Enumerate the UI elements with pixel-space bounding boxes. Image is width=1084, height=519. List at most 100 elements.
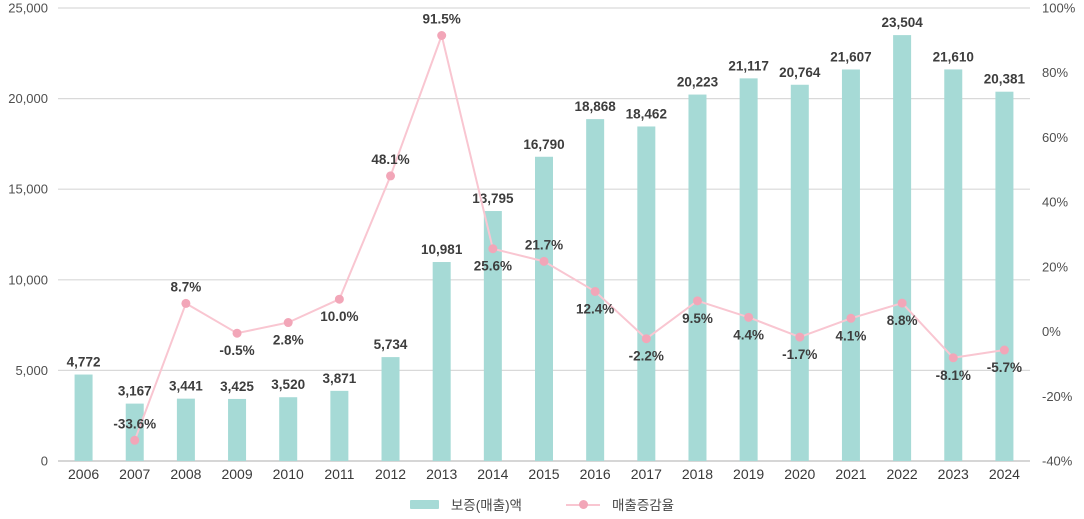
line-point-dot <box>283 318 293 328</box>
x-axis-year-label: 2010 <box>273 466 304 482</box>
line-point-percent-label: -5.7% <box>987 360 1022 375</box>
line-point-dot <box>437 31 447 41</box>
bar-value-label: 21,607 <box>830 49 871 64</box>
x-axis-year-label: 2019 <box>733 466 764 482</box>
x-axis-year-label: 2020 <box>784 466 815 482</box>
bar <box>739 78 758 462</box>
bar-value-label: 21,610 <box>933 49 974 64</box>
x-axis-year-label: 2021 <box>835 466 866 482</box>
line-point-dot <box>488 244 498 254</box>
bar-value-label: 18,868 <box>575 99 617 114</box>
bar-value-label: 20,764 <box>779 65 821 80</box>
bar <box>125 403 144 461</box>
bar <box>176 398 195 461</box>
x-axis-year-label: 2023 <box>938 466 969 482</box>
bar-value-label: 4,772 <box>67 355 101 370</box>
bar-value-label: 13,795 <box>472 191 514 206</box>
line-point-dot <box>948 353 958 363</box>
line-point-percent-label: -8.1% <box>936 368 971 383</box>
right-axis-tick-label: -40% <box>1042 454 1073 469</box>
bar <box>330 390 349 461</box>
bar-value-label: 10,981 <box>421 242 463 257</box>
bar-value-label: 3,167 <box>118 384 152 399</box>
line-point-percent-label: 12.4% <box>576 301 614 316</box>
right-axis-tick-label: 40% <box>1042 195 1068 210</box>
line-point-percent-label: -0.5% <box>219 343 254 358</box>
legend-item-line-series: 매출증감율 <box>565 494 674 514</box>
line-point-dot <box>744 312 754 322</box>
right-axis-tick-label: -20% <box>1042 389 1073 404</box>
left-axis-tick-label: 25,000 <box>8 1 48 16</box>
bar-series-swatch-icon <box>409 499 439 509</box>
bar-value-label: 3,520 <box>271 377 305 392</box>
x-axis-year-label: 2008 <box>170 466 201 482</box>
line-point-percent-label: -1.7% <box>782 347 817 362</box>
line-series-marker-icon <box>565 499 600 509</box>
bar <box>841 69 860 461</box>
bar <box>74 374 93 461</box>
x-axis-year-label: 2016 <box>580 466 611 482</box>
bar <box>688 94 707 462</box>
x-axis-year-label: 2024 <box>989 466 1020 482</box>
left-axis-tick-label: 15,000 <box>8 182 48 197</box>
x-axis-year-label: 2007 <box>119 466 150 482</box>
line-point-percent-label: 9.5% <box>682 311 713 326</box>
combo-chart: 0 5,000 10,000 15,000 20,000 25,000 -40% -20% 0%… <box>8 1 1076 483</box>
legend-item-bar-series: 보증(매출)액 <box>409 494 522 514</box>
right-axis-tick-label: 100% <box>1042 1 1076 16</box>
x-axis-year-label: 2012 <box>375 466 406 482</box>
bar <box>790 84 809 461</box>
bar <box>483 211 502 461</box>
bar <box>228 398 247 461</box>
bar-value-label: 21,117 <box>728 58 769 73</box>
bar-value-label: 3,425 <box>220 379 254 394</box>
line-point-dot <box>692 296 702 306</box>
bar-value-label: 3,871 <box>322 371 356 386</box>
bar-value-label: 20,381 <box>984 72 1026 87</box>
bar <box>995 91 1014 461</box>
left-axis-tick-label: 10,000 <box>8 272 48 287</box>
line-point-percent-label: 4.1% <box>836 328 867 343</box>
line-point-percent-label: 2.8% <box>273 333 304 348</box>
line-point-dot <box>999 345 1009 355</box>
line-point-percent-label: 21.7% <box>525 237 563 252</box>
x-axis-year-label: 2018 <box>682 466 713 482</box>
bar <box>944 69 963 461</box>
chart-legend: 보증(매출)액 매출증감율 <box>0 494 1084 514</box>
bar <box>432 262 451 461</box>
bar <box>279 397 298 461</box>
left-axis-tick-label: 0 <box>41 454 48 469</box>
bar-series-label: 보증(매출)액 <box>450 498 522 513</box>
x-axis-year-label: 2015 <box>528 466 559 482</box>
x-axis-year-label: 2006 <box>68 466 99 482</box>
left-axis-tick-label: 5,000 <box>15 363 48 378</box>
bar-value-label: 16,790 <box>523 137 564 152</box>
bar <box>893 35 912 462</box>
bar-value-label: 20,223 <box>677 75 719 90</box>
growth-rate-line <box>133 34 1006 442</box>
line-point-percent-label: 10.0% <box>320 309 358 324</box>
bar <box>381 357 400 461</box>
line-point-dot <box>846 313 856 323</box>
line-point-dot <box>897 298 907 308</box>
right-axis-tick-label: 20% <box>1042 259 1068 274</box>
line-point-dot <box>130 435 140 445</box>
bar <box>535 156 553 461</box>
line-point-percent-label: -2.2% <box>629 349 664 364</box>
line-point-percent-label: 91.5% <box>423 12 461 27</box>
line-point-dot <box>181 298 191 308</box>
bar <box>637 126 656 461</box>
left-axis-tick-label: 20,000 <box>8 91 48 106</box>
x-axis-year-label: 2013 <box>426 466 457 482</box>
line-point-dot <box>539 256 549 266</box>
x-axis-year-label: 2022 <box>887 466 918 482</box>
bar-value-label: 18,462 <box>626 106 667 121</box>
line-point-dot <box>334 294 344 304</box>
right-axis-tick-label: 0% <box>1042 324 1061 339</box>
line-point-percent-label: 25.6% <box>474 259 512 274</box>
line-point-percent-label: 48.1% <box>371 152 409 167</box>
line-point-percent-label: -33.6% <box>113 416 156 431</box>
line-point-dot <box>232 328 242 338</box>
line-point-dot <box>386 171 396 181</box>
